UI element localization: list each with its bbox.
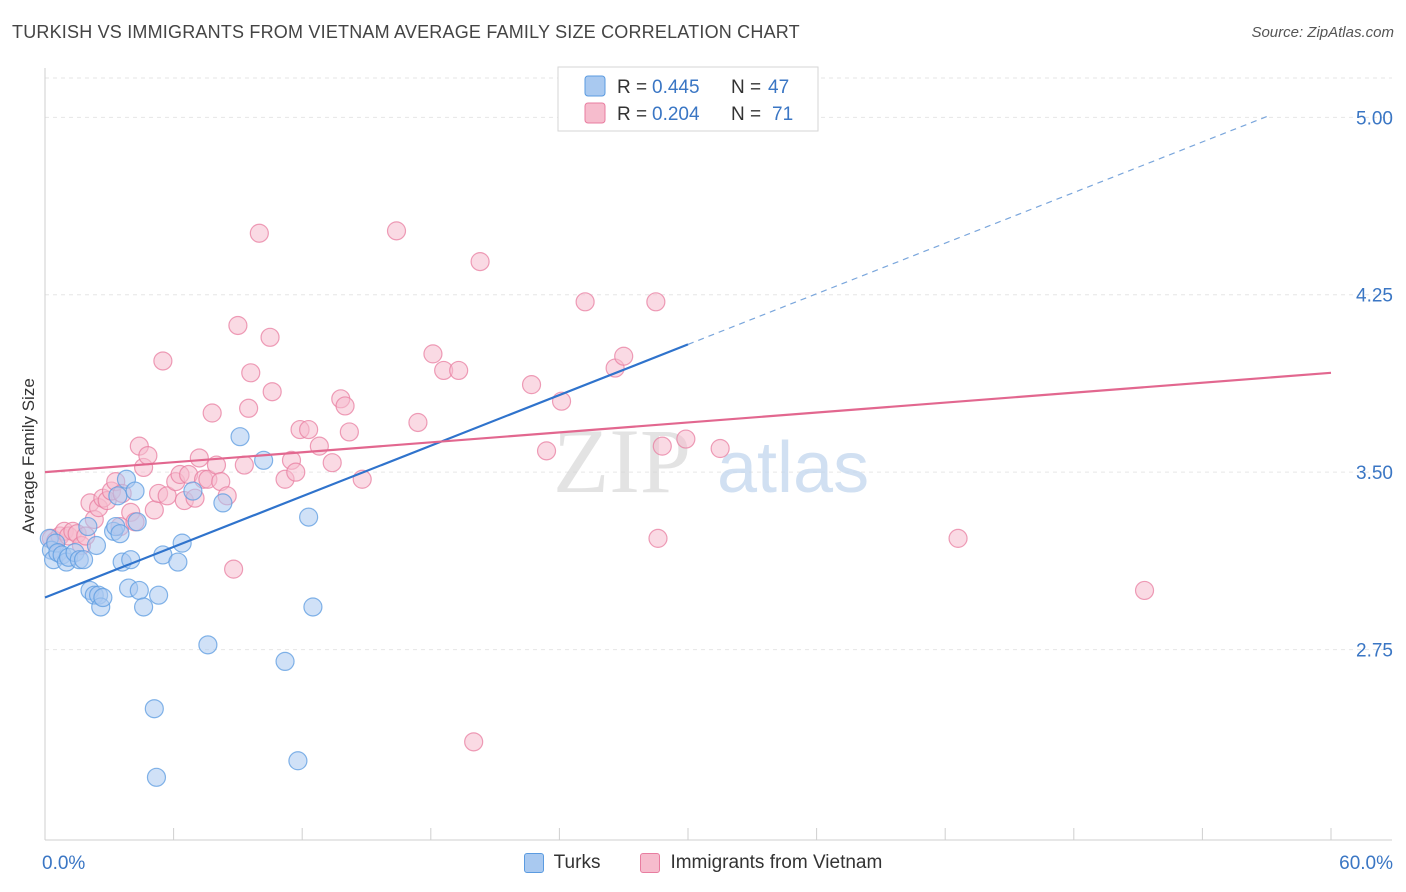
y-tick-label: 2.75: [1356, 641, 1393, 662]
point-turks: [144, 699, 164, 719]
chart-title: TURKISH VS IMMIGRANTS FROM VIETNAM AVERA…: [12, 22, 800, 42]
point-turks: [146, 767, 167, 787]
point-vietnam: [1134, 580, 1155, 601]
point-vietnam: [470, 252, 490, 272]
point-vietnam: [239, 398, 259, 418]
point-turks: [275, 651, 295, 672]
point-vietnam: [646, 292, 666, 312]
y-tick-label: 4.25: [1356, 286, 1393, 307]
legend-r-label-vietnam: R =: [617, 104, 647, 125]
watermark-atlas: atlas: [717, 428, 869, 508]
legend-bottom-label-turks: Turks: [553, 852, 601, 873]
legend-r-label-turks: R =: [617, 77, 647, 98]
grid-lines: [45, 77, 1392, 651]
legend-r-value-turks: 0.445: [652, 77, 700, 98]
point-turks: [108, 486, 128, 506]
point-turks: [129, 580, 149, 601]
legend-bottom-label-vietnam: Immigrants from Vietnam: [670, 852, 883, 873]
point-vietnam: [614, 346, 634, 366]
point-vietnam: [260, 327, 280, 347]
legend-item-vietnam: Immigrants from Vietnam: [640, 852, 882, 874]
data-points: [39, 102, 1155, 787]
point-turks: [78, 516, 98, 537]
axes: 2.75 3.50 4.25 5.00 0.0% 60.0%: [42, 68, 1393, 874]
legend-n-label-turks: N =: [731, 77, 761, 98]
point-turks: [110, 524, 130, 544]
y-axis-label: Average Family Size: [19, 378, 38, 534]
legend-swatch-turks: [584, 75, 606, 97]
point-vietnam: [408, 412, 428, 433]
point-vietnam: [153, 351, 173, 371]
source-label: Source: ZipAtlas.com: [1251, 24, 1394, 41]
point-vietnam: [449, 360, 469, 381]
point-vietnam: [228, 315, 248, 336]
point-vietnam: [144, 500, 164, 520]
trend-line-vietnam: [44, 371, 1332, 474]
point-vietnam: [234, 455, 254, 475]
point-vietnam: [202, 403, 222, 423]
x-tick-label-max: 60.0%: [1339, 853, 1393, 874]
point-vietnam: [286, 462, 306, 482]
point-vietnam: [423, 344, 443, 364]
point-vietnam: [322, 453, 342, 473]
trend-line-turks: [44, 343, 689, 599]
legend-bottom-swatch-turks: [523, 853, 544, 873]
legend-bottom: Turks Immigrants from Vietnam: [0, 852, 1406, 874]
legend-n-value-vietnam: 71: [772, 104, 793, 125]
point-turks: [127, 512, 147, 532]
legend-r-value-vietnam: 0.204: [652, 104, 700, 125]
point-turks: [299, 507, 319, 527]
point-vietnam: [299, 419, 319, 440]
trend-line-turks-extension: [687, 116, 1267, 345]
point-vietnam: [189, 448, 209, 468]
point-vietnam: [138, 445, 158, 466]
point-turks: [133, 597, 154, 617]
legend-n-label-vietnam: N =: [731, 104, 761, 125]
point-turks: [288, 751, 308, 771]
point-turks: [93, 587, 113, 608]
point-vietnam: [464, 732, 484, 752]
y-tick-label: 5.00: [1356, 108, 1393, 129]
point-vietnam: [521, 375, 542, 395]
point-turks: [86, 535, 107, 556]
legend-item-turks: Turks: [523, 852, 601, 874]
legend-n-value-turks: 47: [768, 77, 789, 98]
point-turks: [303, 597, 323, 617]
point-vietnam: [224, 559, 244, 579]
point-turks: [230, 427, 250, 447]
point-vietnam: [241, 363, 261, 383]
trend-lines: [44, 116, 1332, 599]
point-turks: [73, 550, 94, 570]
point-vietnam: [386, 221, 407, 241]
point-vietnam: [710, 438, 730, 459]
point-turks: [198, 635, 218, 655]
legend-swatch-vietnam: [584, 102, 606, 124]
point-vietnam: [249, 223, 269, 243]
point-vietnam: [335, 396, 355, 416]
legend-bottom-swatch-vietnam: [640, 853, 661, 873]
point-vietnam: [676, 429, 696, 449]
watermark-zip: ZIP: [553, 410, 691, 512]
point-turks: [213, 493, 233, 513]
point-vietnam: [339, 422, 359, 442]
point-vietnam: [948, 528, 968, 548]
point-vietnam: [575, 292, 595, 312]
point-turks: [168, 552, 188, 572]
point-vietnam: [652, 436, 672, 456]
y-tick-label: 3.50: [1356, 463, 1393, 484]
point-turks: [125, 481, 145, 501]
legend-top: R = 0.445 N = 47 R = 0.204 N = 71: [557, 66, 819, 132]
point-turks: [183, 481, 203, 501]
point-vietnam: [536, 441, 557, 461]
point-vietnam: [262, 382, 282, 402]
point-vietnam: [648, 528, 668, 548]
point-turks: [148, 585, 169, 605]
x-tick-label-min: 0.0%: [42, 853, 85, 874]
